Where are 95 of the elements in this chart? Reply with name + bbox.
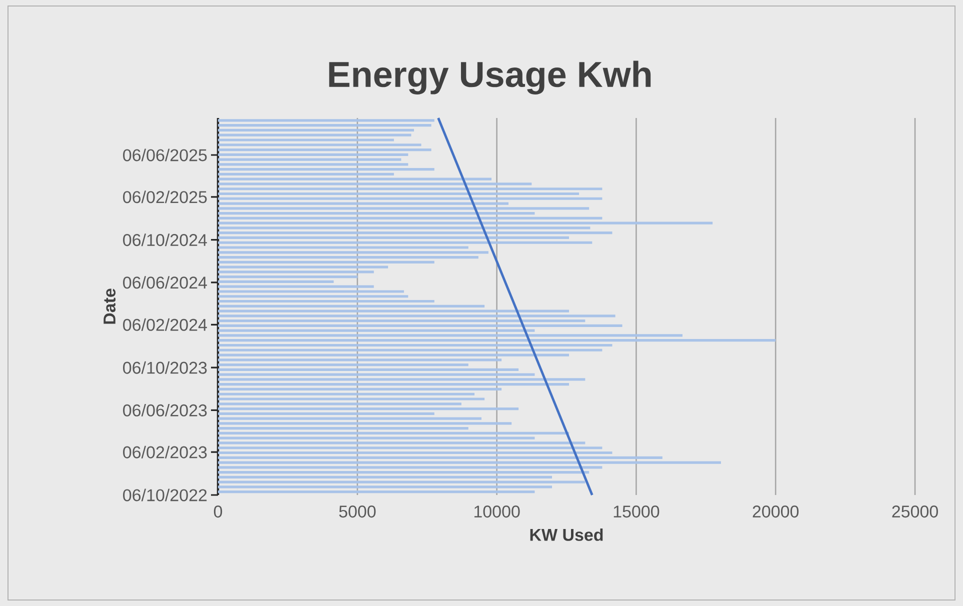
bar	[218, 432, 570, 435]
bar	[218, 417, 482, 420]
y-tick-label: 06/10/2022	[123, 488, 207, 502]
bar	[218, 222, 713, 224]
x-tick-label: 5000	[339, 506, 376, 518]
bar	[218, 471, 590, 474]
bar	[218, 466, 602, 469]
y-tick-label: 06/06/2025	[123, 148, 207, 162]
bar	[218, 339, 776, 342]
bar	[218, 202, 509, 205]
bar	[218, 348, 602, 352]
bar	[218, 124, 432, 127]
x-tick-label: 20000	[752, 506, 799, 518]
bar	[218, 216, 602, 220]
bar	[218, 407, 519, 410]
bar	[218, 188, 602, 190]
bar	[218, 442, 586, 444]
bar	[218, 256, 478, 259]
bar	[218, 363, 468, 366]
bar	[218, 456, 662, 459]
bar	[218, 490, 535, 494]
bar	[218, 172, 394, 176]
bar	[218, 134, 412, 136]
bar	[218, 148, 432, 152]
bar	[218, 310, 570, 312]
bar	[218, 480, 586, 484]
bar	[218, 320, 586, 322]
bar	[218, 398, 485, 400]
bar	[218, 412, 434, 415]
x-tick-label: 0	[214, 506, 222, 518]
x-tick-label: 10000	[474, 506, 520, 518]
y-tick-label: 06/02/2023	[123, 446, 207, 458]
bar	[218, 138, 394, 142]
bar	[218, 260, 434, 264]
bar	[218, 486, 552, 488]
bar	[218, 285, 374, 288]
bar	[218, 128, 414, 132]
bar	[218, 236, 570, 240]
bar	[218, 324, 622, 327]
bar	[218, 392, 474, 396]
bar	[218, 461, 721, 464]
bar	[218, 182, 532, 186]
bar	[218, 232, 612, 234]
bar	[218, 251, 488, 254]
y-tick-label: 06/02/2025	[123, 190, 207, 204]
bar	[218, 368, 519, 371]
bar	[218, 344, 612, 347]
bar	[218, 373, 535, 376]
bar	[218, 388, 502, 391]
bar	[218, 334, 682, 337]
x-axis-title: KW Used	[530, 528, 603, 541]
bar	[218, 354, 570, 356]
bar	[218, 212, 535, 215]
bar	[218, 207, 590, 210]
bar	[218, 290, 404, 293]
bar	[218, 402, 462, 406]
bar	[218, 300, 434, 303]
bar	[218, 197, 602, 200]
bar	[218, 427, 468, 430]
bar	[218, 270, 374, 274]
y-tick-label: 06/10/2024	[123, 234, 207, 246]
bar	[218, 158, 402, 161]
bar	[218, 314, 616, 318]
y-tick-label: 06/06/2023	[123, 404, 207, 416]
bar	[218, 436, 535, 440]
bar	[218, 241, 592, 244]
y-axis-title: Date	[104, 288, 116, 324]
bar	[218, 358, 502, 362]
x-tick-label: 15000	[614, 506, 660, 518]
bar	[218, 226, 590, 230]
y-tick-label: 06/02/2024	[123, 318, 207, 331]
bar	[218, 422, 512, 425]
bar	[218, 383, 570, 386]
y-tick-label: 06/06/2024	[123, 276, 207, 289]
bar	[218, 192, 580, 196]
bar	[218, 304, 485, 308]
bar	[218, 153, 408, 156]
bar	[218, 163, 408, 166]
bar	[218, 276, 358, 278]
bar	[218, 378, 586, 381]
bar	[218, 266, 388, 268]
x-tick-label: 25000	[892, 506, 938, 518]
bar	[218, 246, 468, 249]
chart-title: Energy Usage Kwh	[329, 60, 651, 94]
bar	[218, 178, 492, 180]
bar	[218, 144, 422, 146]
bar	[218, 329, 535, 332]
bar	[218, 280, 334, 284]
bar	[218, 451, 612, 454]
bar	[218, 476, 552, 478]
bar	[218, 119, 434, 122]
bar	[218, 295, 408, 298]
bar	[218, 168, 434, 171]
bar	[218, 446, 602, 450]
y-tick-label: 06/10/2023	[123, 361, 207, 374]
